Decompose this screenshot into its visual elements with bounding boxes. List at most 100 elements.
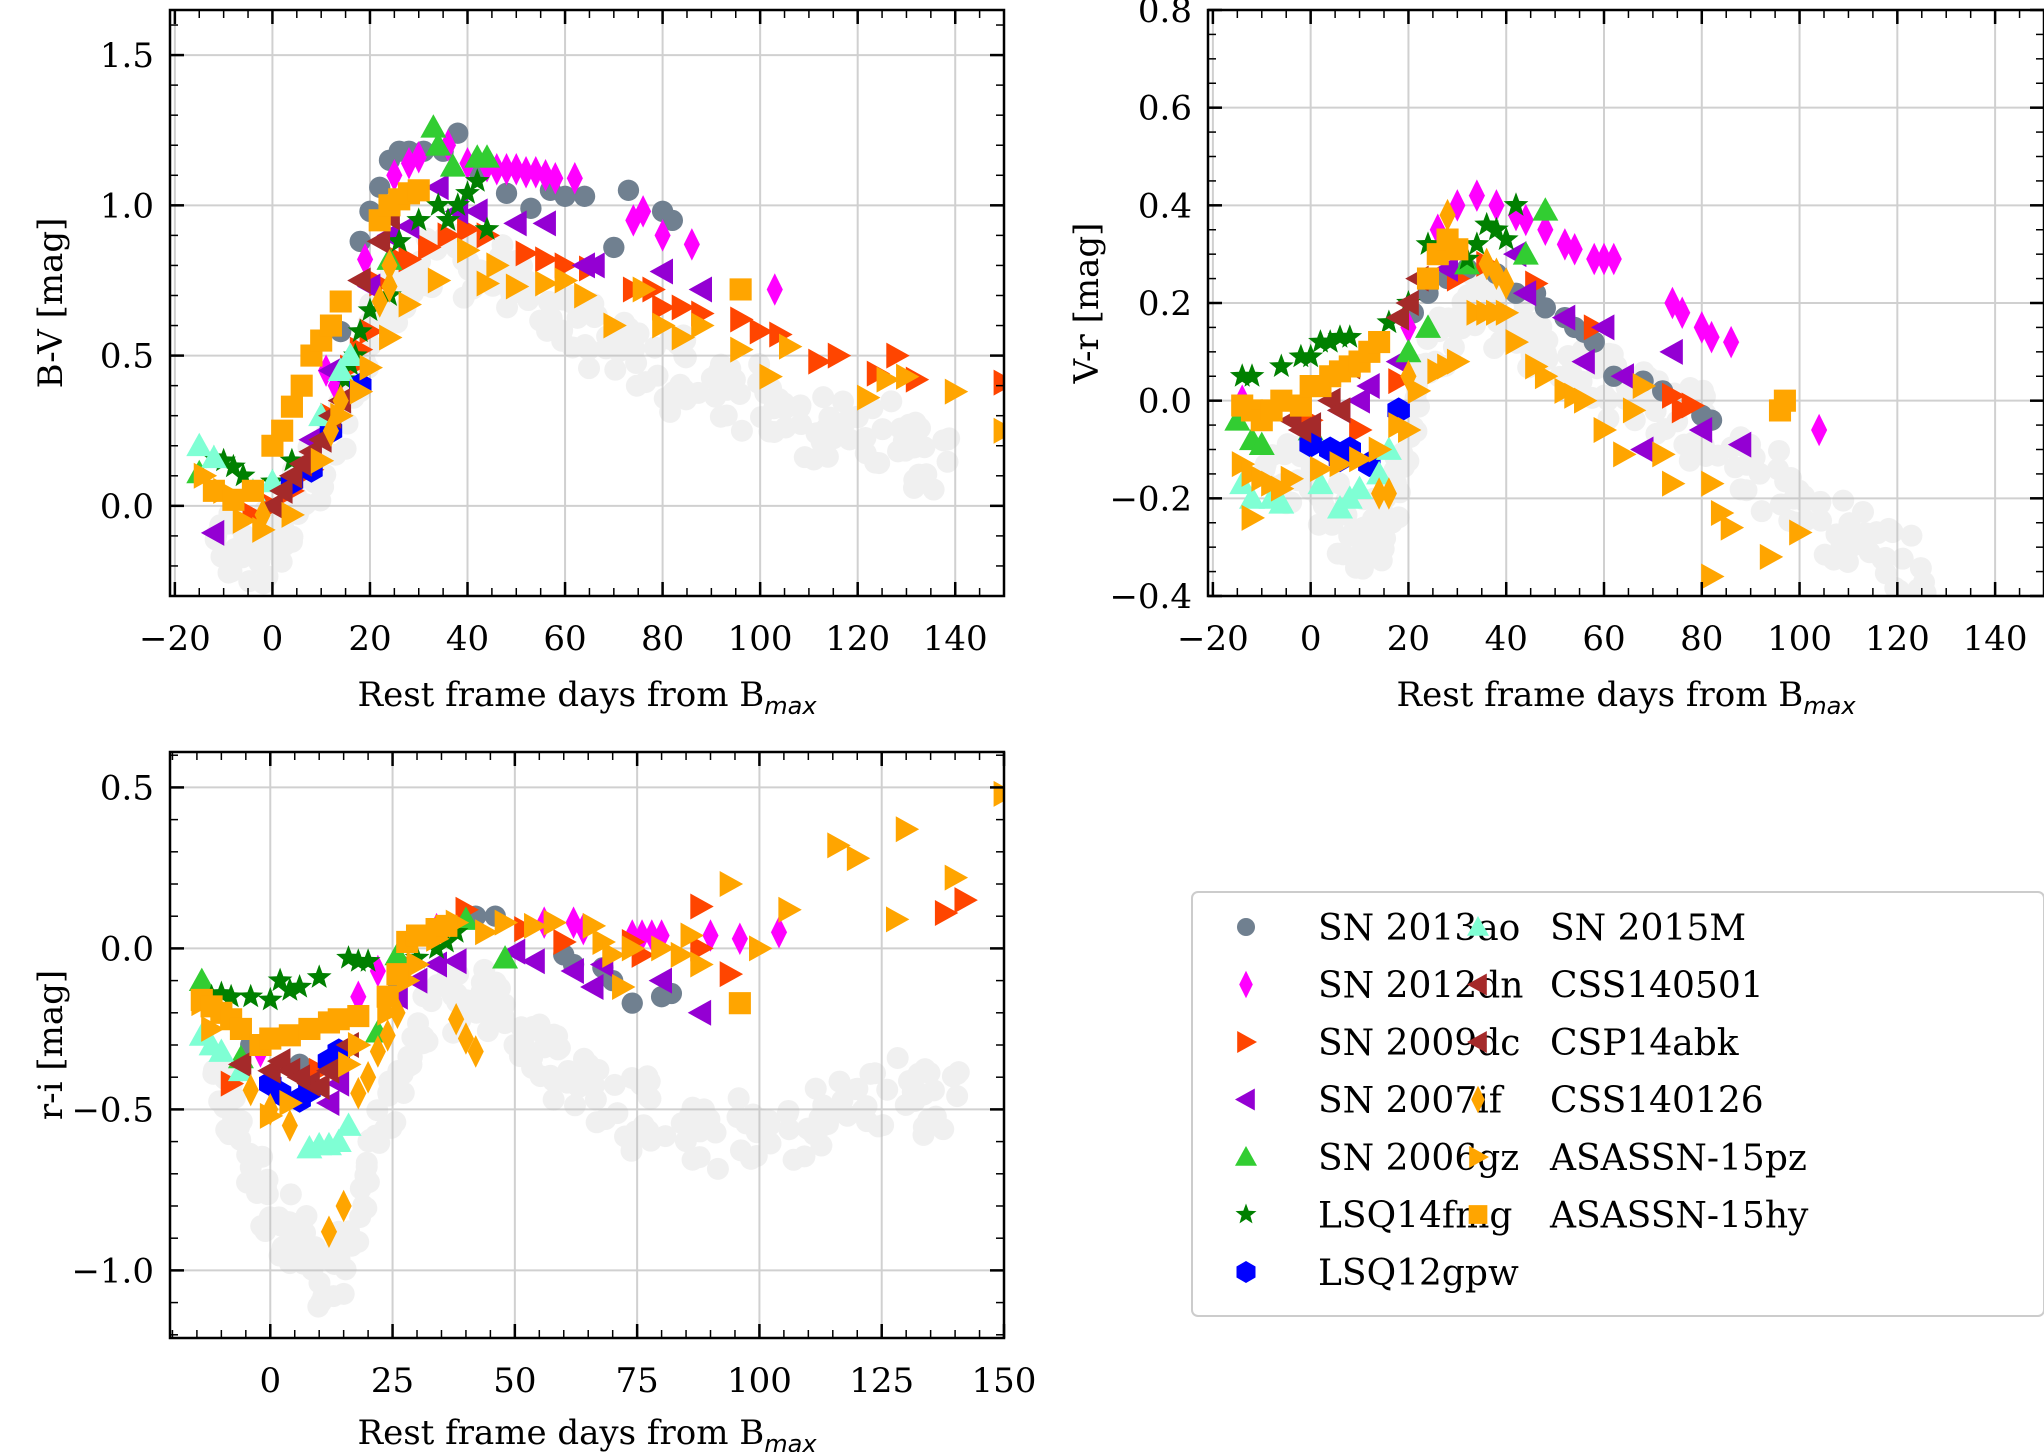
data-point [580,974,604,1001]
data-point [1349,416,1373,443]
data-point [730,306,754,333]
data-point [376,985,399,1008]
data-point [1346,387,1370,414]
data-point [434,929,459,953]
background-point [688,1146,711,1169]
data-point [1498,267,1515,300]
background-point [224,537,247,560]
background-point [836,1104,859,1127]
data-point [475,919,499,946]
background-point [627,322,650,345]
background-point [730,419,753,442]
series-sn-2015m [188,1022,362,1159]
background-point [1838,532,1861,555]
y-tick-label: −0.4 [1109,577,1192,617]
background-point [662,381,685,404]
data-point [286,1064,311,1091]
background-point [932,429,955,452]
data-point [731,922,748,955]
background-point [569,1067,592,1090]
data-point [1566,233,1583,266]
data-point [404,945,430,969]
data-point [1632,373,1657,400]
background-point [529,309,552,332]
background-point [1534,342,1557,365]
background-point [805,422,828,445]
background-point [577,1053,600,1076]
data-point [729,278,752,301]
background-point [812,386,835,409]
background-point [924,1105,947,1128]
data-point [241,479,264,502]
data-point [680,922,704,949]
background-point [1273,443,1296,466]
background-point [1597,342,1620,365]
data-point [350,1077,367,1110]
data-point [369,176,391,198]
background-point [1768,439,1791,462]
background-point [308,1271,331,1294]
data-point [532,210,556,237]
background-point [246,1181,269,1204]
data-point [547,162,564,195]
background-point [574,334,597,357]
data-point [279,1089,303,1116]
data-point [227,1051,252,1078]
x-tick-label: 40 [1485,619,1528,659]
background-point [366,1099,389,1122]
background-point [585,304,608,327]
background-point [816,1113,839,1136]
data-point [1446,348,1471,375]
background-point [802,448,825,471]
background-point [681,1096,704,1119]
background-point [239,1156,262,1179]
data-point [335,1112,362,1136]
background-point [238,541,261,564]
background-point [281,1226,304,1249]
legend-label: ASASSN-15pz [1549,1138,1807,1179]
background-point [1810,509,1833,532]
ticks [1208,8,2044,598]
background-point [815,417,838,440]
data-point [346,948,371,972]
data-point [827,832,851,859]
x-tick-label: 20 [1387,619,1430,659]
background-point [922,1079,945,1102]
data-point [581,252,605,279]
data-point [338,1051,362,1078]
background-point [913,436,936,459]
data-point [486,252,510,279]
data-point [306,1073,330,1100]
background-point [1654,418,1677,441]
legend-item: SN 2012dn [1239,966,1523,1007]
background-point [301,1258,324,1281]
data-point [242,1073,259,1107]
background-point [377,1081,400,1104]
background-point [643,336,666,359]
data-point [406,951,431,978]
data-point [566,162,583,195]
data-point [360,1060,377,1094]
background-point [763,420,786,443]
background-point [332,1282,355,1305]
background-point [1735,453,1758,476]
background-point [295,1205,318,1228]
legend-marker-icon [1471,1085,1485,1114]
background-point [1428,306,1451,329]
data-point [320,1215,338,1248]
background-point [333,1227,356,1250]
data-point [474,216,500,240]
background-point [349,1177,372,1200]
background-point [1769,493,1792,516]
legend-marker-icon [1469,1146,1489,1168]
background-point [273,534,296,557]
series-asassn-15hy [1231,228,1796,432]
background-point [399,268,422,291]
series-css140126 [1371,198,1515,510]
background-point [1808,492,1831,515]
background-point [1370,549,1393,572]
background-point [789,394,812,417]
background-point [728,382,751,405]
data-point [554,267,579,294]
data-point [1407,377,1432,404]
